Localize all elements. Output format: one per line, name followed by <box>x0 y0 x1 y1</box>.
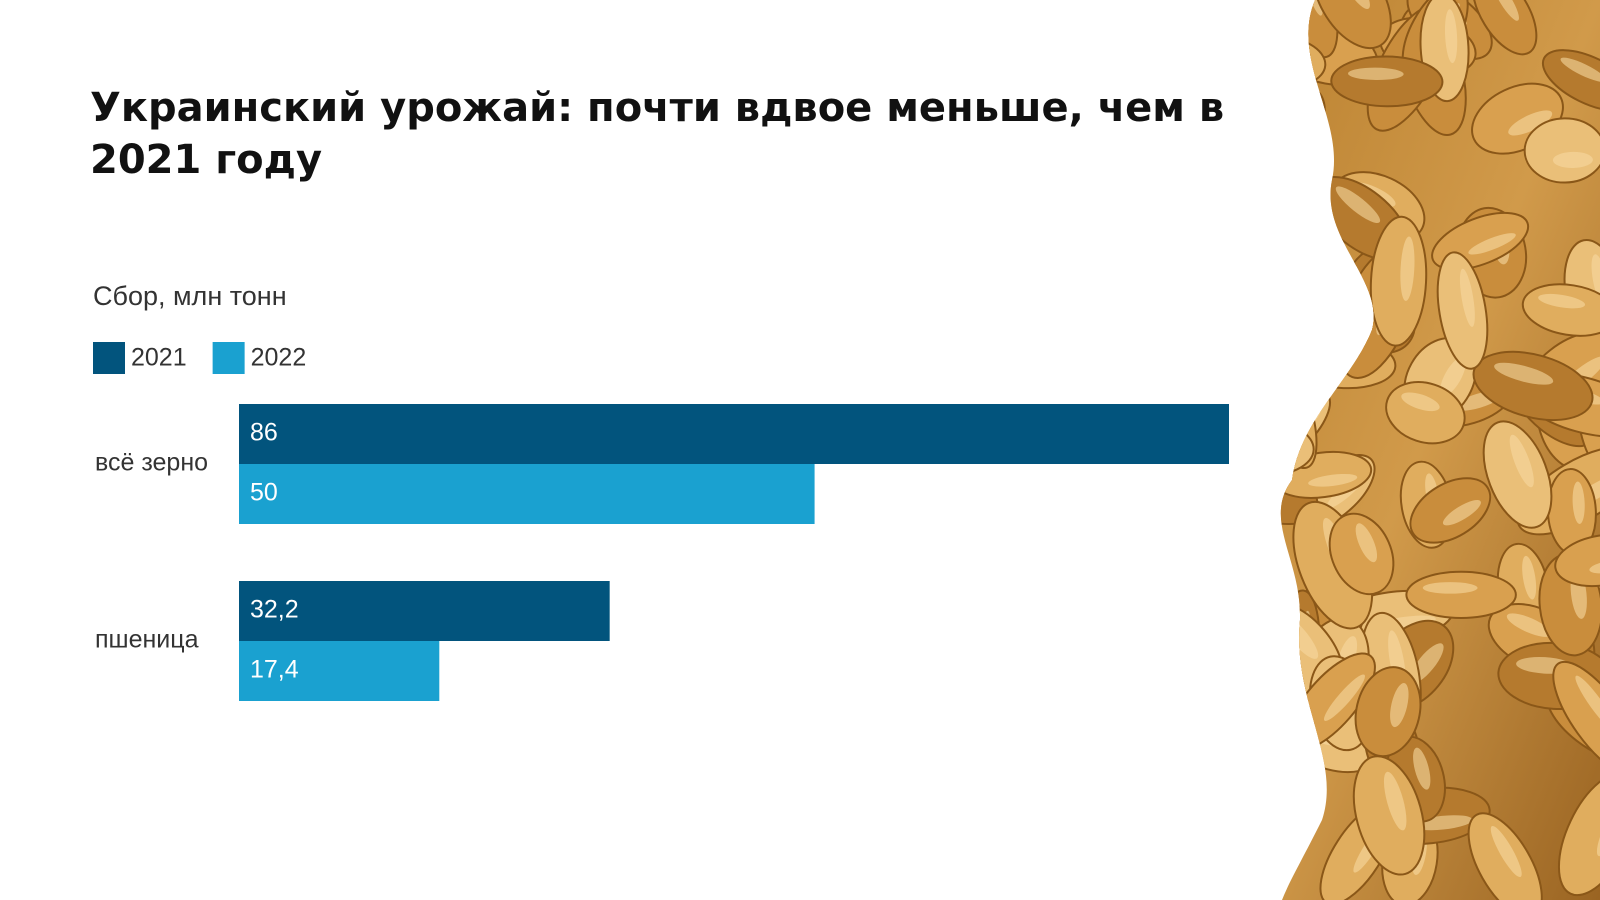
grain-highlight <box>1442 500 1481 526</box>
grain-highlight <box>1401 392 1440 412</box>
grain <box>1467 812 1543 900</box>
value-label: 50 <box>250 479 278 507</box>
grain-highlight <box>1280 274 1320 291</box>
grain <box>1330 55 1444 108</box>
grain-highlight <box>1280 698 1316 713</box>
chart-subtitle: Сбор, млн тонн <box>93 281 287 311</box>
grain <box>1280 292 1310 356</box>
grain <box>1352 755 1426 876</box>
grain-highlight <box>1494 362 1554 385</box>
grain-highlight <box>1281 13 1309 62</box>
category-label: пшеница <box>95 626 199 654</box>
grain <box>1280 175 1301 287</box>
legend-swatch <box>93 342 125 374</box>
grain-highlight <box>1490 825 1522 878</box>
grain-highlight <box>1383 771 1407 831</box>
grain-highlight <box>1400 236 1415 301</box>
grain-highlight <box>1413 747 1431 790</box>
grain <box>1312 0 1392 50</box>
grain-highlight <box>1302 346 1358 361</box>
grain-highlight <box>1492 0 1519 21</box>
grain <box>1523 117 1600 184</box>
grain-highlight <box>1223 430 1277 447</box>
grain <box>1280 347 1318 470</box>
grain-highlight <box>1390 683 1409 728</box>
grain-highlight <box>1506 613 1552 637</box>
legend-swatch <box>212 342 245 374</box>
legend-label: 2022 <box>251 344 307 372</box>
grain <box>1552 660 1600 777</box>
grain <box>1328 512 1395 596</box>
grain-highlight <box>1468 233 1516 255</box>
grain-highlight <box>1422 582 1478 594</box>
grain-highlight <box>1355 523 1378 563</box>
grain-highlight <box>1459 268 1475 327</box>
grain-highlight <box>1280 193 1288 249</box>
grain-highlight <box>1348 67 1404 81</box>
grain-highlight <box>1560 57 1600 82</box>
chart-title: Украинский урожай: почти вдвое меньше, ч… <box>90 85 1224 183</box>
grain-highlight <box>1280 108 1315 147</box>
bar <box>239 464 815 524</box>
grain-highlight <box>1323 674 1365 721</box>
value-label: 17,4 <box>250 656 299 684</box>
grain-highlight <box>1335 186 1381 224</box>
grain <box>1405 570 1517 619</box>
grain <box>1554 533 1600 588</box>
grain-highlight <box>1308 473 1358 487</box>
grain <box>1471 0 1538 56</box>
grain-highlight <box>1280 46 1295 60</box>
grain-highlight <box>1508 110 1553 136</box>
bar <box>239 581 610 641</box>
value-label: 32,2 <box>250 596 299 624</box>
grain-highlight <box>1280 348 1303 363</box>
value-label: 86 <box>250 419 278 447</box>
grain <box>1482 420 1553 529</box>
grain-highlight <box>1509 434 1534 488</box>
grain-highlight <box>1280 276 1318 296</box>
grain-photo <box>1214 0 1600 900</box>
grain-highlight <box>1214 298 1273 327</box>
category-label: всё зерно <box>95 449 208 477</box>
grain-highlight <box>1552 151 1593 168</box>
grain-highlight <box>1572 481 1585 524</box>
grain-highlight <box>1575 675 1600 732</box>
bar <box>239 641 440 701</box>
grain-highlight <box>1591 254 1600 307</box>
bar <box>239 404 1229 464</box>
grain-highlight <box>1522 555 1537 600</box>
legend-label: 2021 <box>131 344 187 372</box>
grain <box>1280 243 1336 307</box>
grain-highlight <box>1440 357 1466 397</box>
grain <box>1280 267 1346 326</box>
grain-highlight <box>1351 277 1368 325</box>
grain <box>1409 477 1492 544</box>
grain <box>1557 772 1600 897</box>
grain-highlight <box>1538 293 1586 309</box>
grain <box>1436 251 1489 370</box>
grain-highlight <box>1280 364 1301 424</box>
grain <box>1280 336 1336 393</box>
grain-highlight <box>1444 9 1458 64</box>
